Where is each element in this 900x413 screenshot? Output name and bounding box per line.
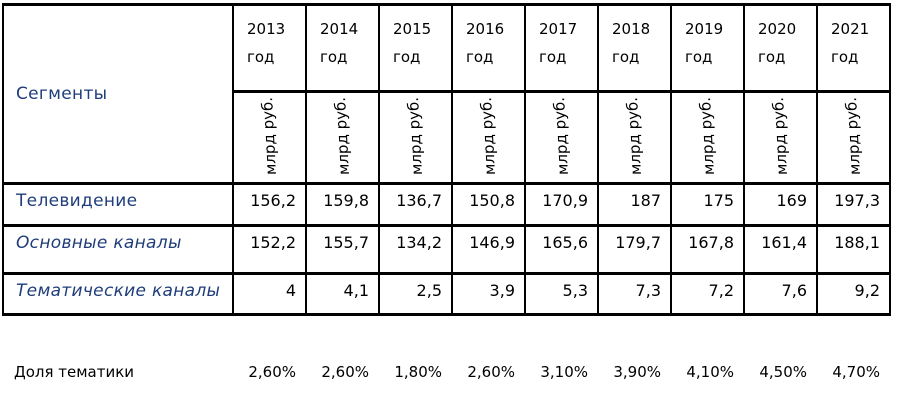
- year-value: 2018: [612, 20, 651, 38]
- table-row-television: Телевидение 156,2 159,8 136,7 150,8 170,…: [2, 182, 891, 227]
- year-header-2019: 2019 год: [670, 3, 745, 93]
- year-word: год: [758, 48, 786, 66]
- value-cell: 170,9: [524, 182, 599, 227]
- year-word: год: [612, 48, 640, 66]
- unit-label-rotated: млрд руб.: [330, 96, 354, 175]
- unit-cell-2018: млрд руб.: [597, 90, 672, 185]
- value-cell: 134,2: [378, 224, 453, 275]
- segments-header-label: Сегменты: [16, 84, 108, 104]
- unit-cell-2014: млрд руб.: [305, 90, 380, 185]
- year-word: год: [539, 48, 567, 66]
- unit-label-rotated: млрд руб.: [841, 96, 865, 175]
- value-cell: 136,7: [378, 182, 453, 227]
- unit-label-rotated: млрд руб.: [549, 96, 573, 175]
- unit-label-rotated: млрд руб.: [695, 96, 719, 175]
- value-cell: 156,2: [232, 182, 307, 227]
- year-header-2017: 2017 год: [524, 3, 599, 93]
- value-cell: 4: [232, 272, 307, 316]
- thematic-share-row: Доля тематики 2,60% 2,60% 1,80% 2,60% 3,…: [2, 363, 900, 381]
- share-value: 4,50%: [759, 363, 807, 381]
- unit-label-rotated: млрд руб.: [476, 96, 500, 175]
- share-value: 2,60%: [321, 363, 369, 381]
- year-value: 2021: [831, 20, 870, 38]
- year-value: 2020: [758, 20, 797, 38]
- value-cell: 197,3: [816, 182, 891, 227]
- value-cell: 152,2: [232, 224, 307, 275]
- value-cell: 7,6: [743, 272, 818, 316]
- unit-cell-2020: млрд руб.: [743, 90, 818, 185]
- value-cell: 3,9: [451, 272, 526, 316]
- year-header-2014: 2014 год: [305, 3, 380, 93]
- year-header-2013: 2013 год: [232, 3, 307, 93]
- row-label-main-channels: Основные каналы: [2, 224, 234, 275]
- share-value: 2,60%: [248, 363, 296, 381]
- value-cell: 179,7: [597, 224, 672, 275]
- unit-label-rotated: млрд руб.: [403, 96, 427, 175]
- table-row-main-channels: Основные каналы 152,2 155,7 134,2 146,9 …: [2, 224, 891, 275]
- unit-label-rotated: млрд руб.: [257, 96, 281, 175]
- year-value: 2014: [320, 20, 359, 38]
- value-cell: 167,8: [670, 224, 745, 275]
- unit-cell-2013: млрд руб.: [232, 90, 307, 185]
- value-cell: 9,2: [816, 272, 891, 316]
- row-label-television: Телевидение: [2, 182, 234, 227]
- year-word: год: [685, 48, 713, 66]
- year-value: 2016: [466, 20, 505, 38]
- year-value: 2017: [539, 20, 578, 38]
- year-word: год: [320, 48, 348, 66]
- value-cell: 161,4: [743, 224, 818, 275]
- segments-header-cell: Сегменты: [2, 3, 234, 185]
- value-cell: 159,8: [305, 182, 380, 227]
- year-word: год: [466, 48, 494, 66]
- unit-cell-2015: млрд руб.: [378, 90, 453, 185]
- value-cell: 2,5: [378, 272, 453, 316]
- year-header-2021: 2021 год: [816, 3, 891, 93]
- value-cell: 165,6: [524, 224, 599, 275]
- value-cell: 169: [743, 182, 818, 227]
- share-value: 3,90%: [613, 363, 661, 381]
- value-cell: 175: [670, 182, 745, 227]
- row-label-thematic-channels: Тематические каналы: [2, 272, 234, 316]
- year-value: 2019: [685, 20, 724, 38]
- share-value: 4,10%: [686, 363, 734, 381]
- value-cell: 5,3: [524, 272, 599, 316]
- year-header-2020: 2020 год: [743, 3, 818, 93]
- year-word: год: [247, 48, 275, 66]
- year-word: год: [831, 48, 859, 66]
- table-row-thematic-channels: Тематические каналы 4 4,1 2,5 3,9 5,3 7,…: [2, 272, 891, 316]
- unit-cell-2016: млрд руб.: [451, 90, 526, 185]
- share-value: 3,10%: [540, 363, 588, 381]
- value-cell: 7,3: [597, 272, 672, 316]
- share-value: 4,70%: [832, 363, 880, 381]
- year-word: год: [393, 48, 421, 66]
- unit-cell-2019: млрд руб.: [670, 90, 745, 185]
- share-row-label: Доля тематики: [14, 363, 135, 381]
- header-row-units: млрд руб. млрд руб. млрд руб. млрд руб. …: [3, 90, 891, 185]
- value-cell: 188,1: [816, 224, 891, 275]
- year-header-2018: 2018 год: [597, 3, 672, 93]
- unit-label-rotated: млрд руб.: [622, 96, 646, 175]
- year-header-2016: 2016 год: [451, 3, 526, 93]
- year-header-2015: 2015 год: [378, 3, 453, 93]
- unit-cell-2017: млрд руб.: [524, 90, 599, 185]
- value-cell: 146,9: [451, 224, 526, 275]
- value-cell: 187: [597, 182, 672, 227]
- year-value: 2013: [247, 20, 286, 38]
- value-cell: 155,7: [305, 224, 380, 275]
- unit-cell-2021: млрд руб.: [816, 90, 891, 185]
- value-cell: 4,1: [305, 272, 380, 316]
- share-value: 2,60%: [467, 363, 515, 381]
- header-row-years: Сегменты 2013 год 2014 год 2015 год 2016 год…: [2, 3, 891, 185]
- segments-table: Сегменты 2013 год 2014 год 2015 год 2016 год…: [2, 3, 891, 316]
- year-value: 2015: [393, 20, 432, 38]
- value-cell: 150,8: [451, 182, 526, 227]
- share-value: 1,80%: [394, 363, 442, 381]
- value-cell: 7,2: [670, 272, 745, 316]
- unit-label-rotated: млрд руб.: [768, 96, 792, 175]
